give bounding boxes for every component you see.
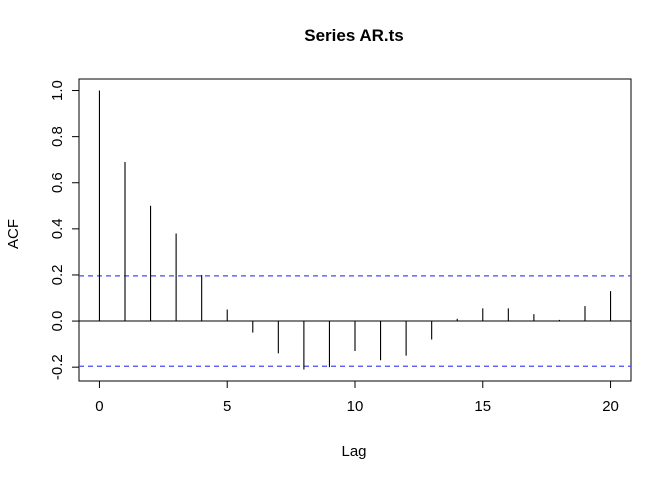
chart-title: Series AR.ts	[304, 26, 404, 45]
y-tick-label: 0.2	[49, 265, 66, 286]
x-tick-label: 20	[602, 398, 619, 415]
x-tick-label: 15	[474, 398, 491, 415]
x-tick-label: 5	[223, 398, 231, 415]
y-axis: -0.2 0.0 0.2 0.4 0.6 0.8 1.0	[49, 80, 80, 380]
acf-marks	[79, 90, 631, 370]
x-tick-label: 10	[347, 398, 364, 415]
y-tick-label: -0.2	[49, 354, 66, 380]
x-axis-label: Lag	[341, 443, 366, 460]
y-tick-label: 0.0	[49, 311, 66, 332]
x-axis: 0 5 10 15 20	[95, 380, 619, 415]
y-tick-label: 0.4	[49, 218, 66, 239]
y-tick-label: 0.6	[49, 172, 66, 193]
y-tick-label: 1.0	[49, 80, 66, 101]
y-tick-label: 0.8	[49, 126, 66, 147]
x-tick-label: 0	[95, 398, 103, 415]
y-axis-label: ACF	[5, 219, 22, 249]
